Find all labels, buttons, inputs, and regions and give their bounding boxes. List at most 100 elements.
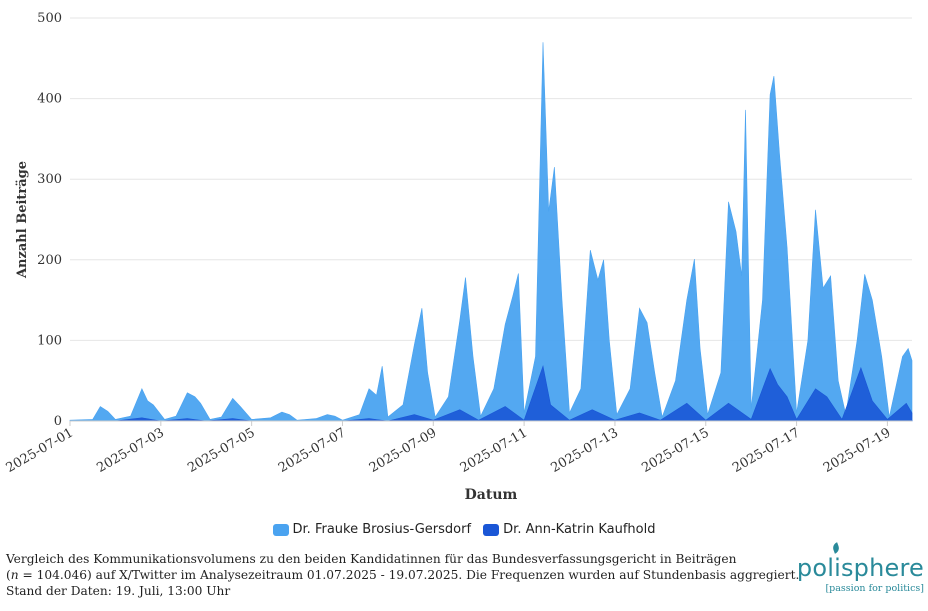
- legend-item-brosius-gersdorf[interactable]: Dr. Frauke Brosius-Gersdorf: [272, 522, 472, 537]
- series-1-point-6: [232, 418, 234, 420]
- logo-wordmark: polisphere: [797, 542, 924, 581]
- series-0-point-45: [518, 273, 520, 275]
- area-chart: 0 100 200 300 400 500 2025-07-01 2025-07-03 2025…: [4, 11, 913, 503]
- series-1-point-39: [911, 412, 913, 414]
- series-0-point-73: [745, 109, 747, 111]
- legend-item-kaufhold[interactable]: Dr. Ann-Katrin Kaufhold: [483, 522, 655, 537]
- series-0-point-68: [707, 414, 709, 416]
- series-1-point-24: [686, 403, 688, 405]
- series-0-point-83: [822, 287, 824, 289]
- series-0-point-85: [837, 380, 839, 382]
- series-0-point-24: [327, 414, 329, 416]
- series-1-point-33: [826, 396, 828, 398]
- series-0-point-89: [872, 299, 874, 301]
- series-0-point-56: [603, 259, 605, 261]
- y-tick-label-200: 200: [37, 253, 62, 268]
- caption-line-2: (n = 104.046) auf X/Twitter im Analyseze…: [6, 568, 800, 582]
- series-1-point-38: [906, 403, 908, 405]
- series-0-point-20: [281, 411, 283, 413]
- series-0-point-64: [675, 380, 677, 382]
- series-1-point-4: [187, 418, 189, 420]
- series-0-point-69: [720, 372, 722, 374]
- series-0-point-71: [735, 231, 737, 233]
- series-1-point-9: [368, 418, 370, 420]
- series-0-point-29: [376, 394, 378, 396]
- series-1-point-11: [414, 414, 416, 416]
- series-0-point-93: [907, 348, 909, 350]
- series-0-point-32: [402, 404, 404, 406]
- series-0-point-17: [240, 406, 242, 408]
- x-tick-label-2025-07-03: 2025-07-03: [94, 425, 166, 475]
- legend-label-brosius-gersdorf: Dr. Frauke Brosius-Gersdorf: [292, 522, 472, 537]
- series-1-point-35: [860, 367, 862, 369]
- series-0-point-8: [153, 404, 155, 406]
- series-0-point-14: [209, 419, 211, 421]
- x-tick-label-2025-07-13: 2025-07-13: [549, 425, 621, 475]
- series-1-point-18: [550, 404, 552, 406]
- y-tick-label-500: 500: [37, 11, 62, 26]
- series-1-point-34: [841, 419, 843, 421]
- series-0-point-39: [465, 277, 467, 279]
- y-tick-label-0: 0: [54, 414, 62, 429]
- series-0-point-54: [590, 249, 592, 251]
- series-0-point-21: [289, 414, 291, 416]
- series-0-point-57: [609, 340, 611, 342]
- chart-caption: Vergleich des Kommunikationsvolumens zu …: [6, 551, 800, 599]
- series-0-point-65: [686, 299, 688, 301]
- series-1-point-26: [728, 403, 730, 405]
- x-tick-label-2025-07-11: 2025-07-11: [458, 425, 530, 475]
- series-1-point-37: [887, 419, 889, 421]
- x-tick-label-2025-07-01: 2025-07-01: [4, 425, 76, 475]
- series-0-point-10: [175, 415, 177, 417]
- x-tick-label-2025-07-19: 2025-07-19: [821, 425, 893, 475]
- series-0-point-58: [616, 414, 618, 416]
- series-1-point-13: [459, 409, 461, 411]
- series-0-point-46: [523, 412, 525, 414]
- series-0-point-35: [427, 372, 429, 374]
- series-0-point-66: [694, 258, 696, 260]
- series-0-point-47: [535, 356, 537, 358]
- legend-swatch-kaufhold: [483, 523, 500, 536]
- series-0-point-48: [542, 41, 544, 43]
- series-1-point-30: [786, 396, 788, 398]
- series-0-point-41: [480, 415, 482, 417]
- series-0-point-62: [654, 372, 656, 374]
- series-0-point-1: [92, 419, 94, 421]
- series-0-point-2: [100, 406, 102, 408]
- leaf-icon: [831, 542, 841, 554]
- series-0-point-67: [699, 348, 701, 350]
- series-0-point-40: [472, 356, 474, 358]
- series-0-point-11: [187, 392, 189, 394]
- series-0-point-7: [147, 400, 149, 402]
- series-0-point-70: [728, 201, 730, 203]
- series-0-point-59: [629, 388, 631, 390]
- series-0-point-15: [221, 416, 223, 418]
- series-0-point-78: [779, 154, 781, 156]
- series-0-point-28: [368, 388, 370, 390]
- series-0-point-94: [911, 360, 913, 362]
- series-0-point-52: [569, 412, 571, 414]
- series-0-point-81: [807, 340, 809, 342]
- series-0-point-72: [741, 275, 743, 277]
- series-0-point-16: [232, 398, 234, 400]
- series-0-point-84: [830, 275, 832, 277]
- series-1-point-17: [542, 365, 544, 367]
- series-0-point-53: [580, 388, 582, 390]
- series-0-point-34: [421, 307, 423, 309]
- x-tick-label-2025-07-17: 2025-07-17: [730, 425, 802, 475]
- x-tick-label-2025-07-15: 2025-07-15: [639, 425, 711, 475]
- polisphere-logo: polisphere [passion for politics]: [794, 542, 924, 594]
- legend: Dr. Frauke Brosius-Gersdorf Dr. Ann-Katr…: [0, 522, 928, 540]
- series-1-point-36: [872, 400, 874, 402]
- series-0-point-27: [359, 414, 361, 416]
- series-0-point-49: [548, 211, 550, 213]
- x-axis-title: Datum: [465, 487, 518, 503]
- series-0-point-5: [130, 415, 132, 417]
- legend-label-kaufhold: Dr. Ann-Katrin Kaufhold: [503, 522, 656, 537]
- series-0-point-51: [561, 299, 563, 301]
- series-0-point-63: [661, 416, 663, 418]
- series-1-point-31: [796, 419, 798, 421]
- caption-line-3: Stand der Daten: 19. Juli, 13:00 Uhr: [6, 584, 231, 598]
- series-0-point-6: [141, 388, 143, 390]
- series-0-point-19: [270, 417, 272, 419]
